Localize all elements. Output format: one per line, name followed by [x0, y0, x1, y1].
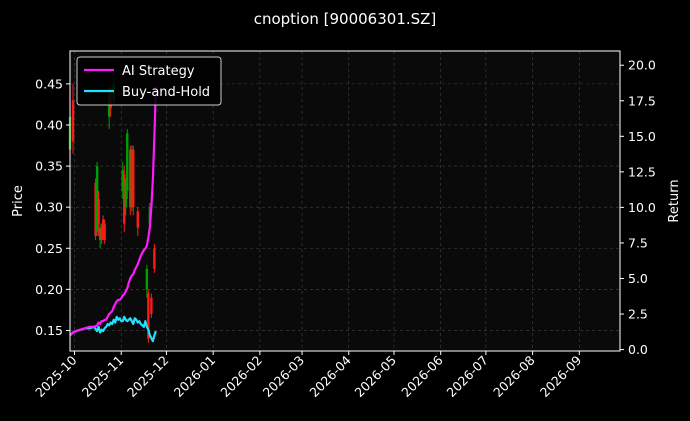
- right-tick-label: 17.5: [628, 93, 656, 108]
- left-tick-label: 0.30: [35, 200, 63, 215]
- chart-title: cnoption [90006301.SZ]: [254, 10, 437, 28]
- candle-body: [147, 293, 150, 339]
- candle-body: [123, 174, 126, 224]
- right-tick-label: 2.5: [628, 307, 648, 322]
- candle-body: [150, 297, 153, 315]
- y-axis-label-left: Price: [11, 185, 26, 217]
- left-tick-label: 0.25: [35, 241, 63, 256]
- y-axis-label-right: Return: [667, 179, 682, 222]
- candle-body: [97, 198, 100, 224]
- candle-body: [124, 182, 127, 208]
- right-tick-label: 20.0: [628, 58, 656, 73]
- right-tick-label: 5.0: [628, 271, 648, 286]
- right-tick-label: 0.0: [628, 342, 648, 357]
- legend-label-buy-and-hold: Buy-and-Hold: [122, 85, 210, 100]
- plot-frame: [69, 50, 621, 352]
- candle-body: [98, 227, 102, 241]
- right-axis: 0.0 2.5 5.0 7.5 10.0 12.5 15.0 17.5 20.0: [620, 58, 656, 357]
- candle-body: [94, 182, 97, 236]
- left-tick-label: 0.40: [35, 117, 63, 132]
- series-line-buy-and-hold: [69, 315, 157, 343]
- series-lines: [69, 86, 157, 343]
- candle-body: [101, 219, 105, 236]
- legend-label-ai-strategy: AI Strategy: [122, 64, 195, 79]
- left-axis: 0.15 0.20 0.25 0.30 0.35 0.40 0.45: [35, 76, 70, 338]
- candle-body: [153, 248, 156, 269]
- candle-body: [126, 133, 129, 191]
- legend: AI Strategy Buy-and-Hold: [76, 56, 222, 106]
- right-tick-label: 15.0: [628, 129, 656, 144]
- candle-body: [136, 211, 140, 228]
- candle-body: [121, 170, 124, 191]
- candle-body: [145, 268, 149, 290]
- candle-body: [103, 223, 106, 241]
- candle-body: [95, 166, 99, 232]
- candle-body: [132, 149, 135, 208]
- candle-body: [100, 227, 103, 241]
- series-line-ai-strategy: [69, 86, 157, 337]
- candle-body: [71, 100, 75, 142]
- left-tick-label: 0.35: [35, 159, 63, 174]
- right-tick-label: 12.5: [628, 164, 656, 179]
- left-tick-label: 0.45: [35, 76, 63, 91]
- candles: [68, 75, 156, 343]
- candle-body: [130, 149, 133, 208]
- right-tick-label: 7.5: [628, 235, 648, 250]
- right-tick-label: 10.0: [628, 200, 656, 215]
- left-tick-label: 0.15: [35, 323, 63, 338]
- candle-body: [129, 149, 132, 208]
- left-tick-label: 0.20: [35, 282, 63, 297]
